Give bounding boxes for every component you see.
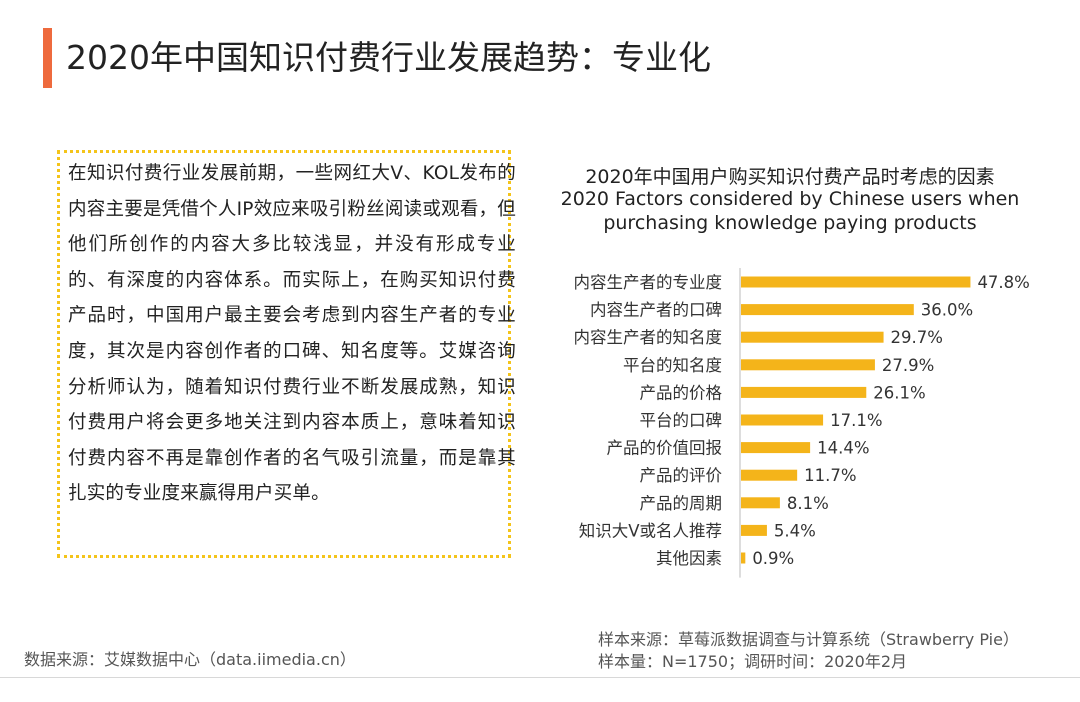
- bar: [741, 304, 914, 316]
- text-box-frame: [57, 150, 511, 558]
- value-label: 5.4%: [774, 521, 816, 540]
- chart-subtitle-line1: 2020 Factors considered by Chinese users…: [560, 188, 1020, 210]
- category-label: 产品的周期: [640, 494, 723, 513]
- title-accent-bar: [43, 28, 52, 88]
- value-label: 47.8%: [977, 273, 1029, 292]
- category-label: 其他因素: [656, 549, 722, 568]
- value-label: 14.4%: [817, 439, 869, 458]
- page-title: 2020年中国知识付费行业发展趋势：专业化: [66, 38, 711, 77]
- bar: [741, 359, 875, 371]
- category-label: 内容生产者的口碑: [590, 301, 722, 320]
- sample-source-note: 样本来源：草莓派数据调查与计算系统（Strawberry Pie）: [598, 630, 1019, 649]
- bar-chart: 内容生产者的专业度 47.8% 内容生产者的口碑 36.0% 内容生产者的知名度 29.7…: [574, 268, 1030, 578]
- bar: [741, 386, 867, 398]
- chart-subtitle-line2: purchasing knowledge paying products: [603, 212, 977, 234]
- bar: [741, 331, 884, 343]
- value-label: 36.0%: [921, 301, 973, 320]
- bottom-divider: [0, 677, 1080, 678]
- category-label: 知识大V或名人推荐: [579, 521, 722, 540]
- value-label: 0.9%: [752, 549, 794, 568]
- bar: [741, 497, 780, 509]
- bar: [741, 524, 767, 536]
- value-label: 29.7%: [891, 328, 943, 347]
- category-label: 平台的口碑: [640, 411, 723, 430]
- bar: [741, 276, 971, 288]
- bar: [741, 414, 824, 426]
- text-box-paragraph: 在知识付费行业发展前期，一些网红大V、KOL发布的内容主要是凭借个人IP效应来吸…: [68, 163, 516, 505]
- sample-size-note: 样本量：N=1750；调研时间：2020年2月: [598, 652, 907, 671]
- category-label: 内容生产者的知名度: [574, 328, 723, 347]
- bar: [741, 442, 811, 454]
- category-label: 内容生产者的专业度: [574, 273, 723, 292]
- bar: [741, 469, 798, 481]
- category-label: 产品的价格: [640, 383, 723, 402]
- value-label: 8.1%: [787, 494, 829, 513]
- chart-title: 2020年中国用户购买知识付费产品时考虑的因素: [585, 166, 995, 188]
- data-source-note: 数据来源：艾媒数据中心（data.iimedia.cn）: [24, 650, 356, 669]
- value-label: 27.9%: [882, 356, 934, 375]
- category-label: 产品的价值回报: [607, 439, 723, 458]
- value-label: 11.7%: [804, 466, 856, 485]
- category-label: 产品的评价: [640, 466, 723, 485]
- value-label: 17.1%: [830, 411, 882, 430]
- bar: [741, 552, 746, 564]
- category-label: 平台的知名度: [623, 356, 722, 375]
- value-label: 26.1%: [873, 383, 925, 402]
